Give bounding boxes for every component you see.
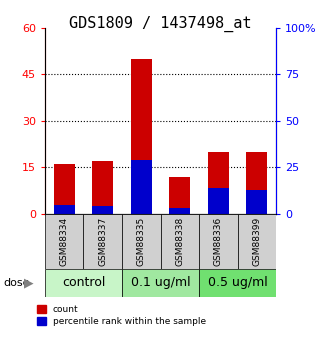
Bar: [54, 164, 75, 214]
Bar: [54, 205, 75, 214]
Text: GSM88338: GSM88338: [175, 217, 184, 266]
Text: ▶: ▶: [24, 276, 34, 289]
Bar: [122, 269, 199, 297]
Bar: [45, 269, 122, 297]
Text: control: control: [62, 276, 105, 289]
Text: GSM88399: GSM88399: [252, 217, 261, 266]
Bar: [131, 160, 152, 214]
Bar: [92, 161, 113, 214]
Bar: [169, 208, 190, 214]
Bar: [122, 214, 160, 269]
Bar: [246, 152, 267, 214]
Bar: [199, 269, 276, 297]
Bar: [208, 152, 229, 214]
Text: dose: dose: [3, 278, 30, 288]
Text: GSM88334: GSM88334: [60, 217, 69, 266]
Text: 0.1 ug/ml: 0.1 ug/ml: [131, 276, 190, 289]
Text: GDS1809 / 1437498_at: GDS1809 / 1437498_at: [69, 16, 252, 32]
Text: GSM88335: GSM88335: [137, 217, 146, 266]
Text: GSM88337: GSM88337: [98, 217, 107, 266]
Bar: [92, 206, 113, 214]
Bar: [160, 214, 199, 269]
Legend: count, percentile rank within the sample: count, percentile rank within the sample: [37, 305, 206, 326]
Bar: [238, 214, 276, 269]
Text: 0.5 ug/ml: 0.5 ug/ml: [208, 276, 267, 289]
Bar: [246, 190, 267, 214]
Bar: [208, 188, 229, 214]
Bar: [45, 214, 83, 269]
Bar: [169, 177, 190, 214]
Bar: [199, 214, 238, 269]
Bar: [83, 214, 122, 269]
Bar: [131, 59, 152, 214]
Text: GSM88336: GSM88336: [214, 217, 223, 266]
